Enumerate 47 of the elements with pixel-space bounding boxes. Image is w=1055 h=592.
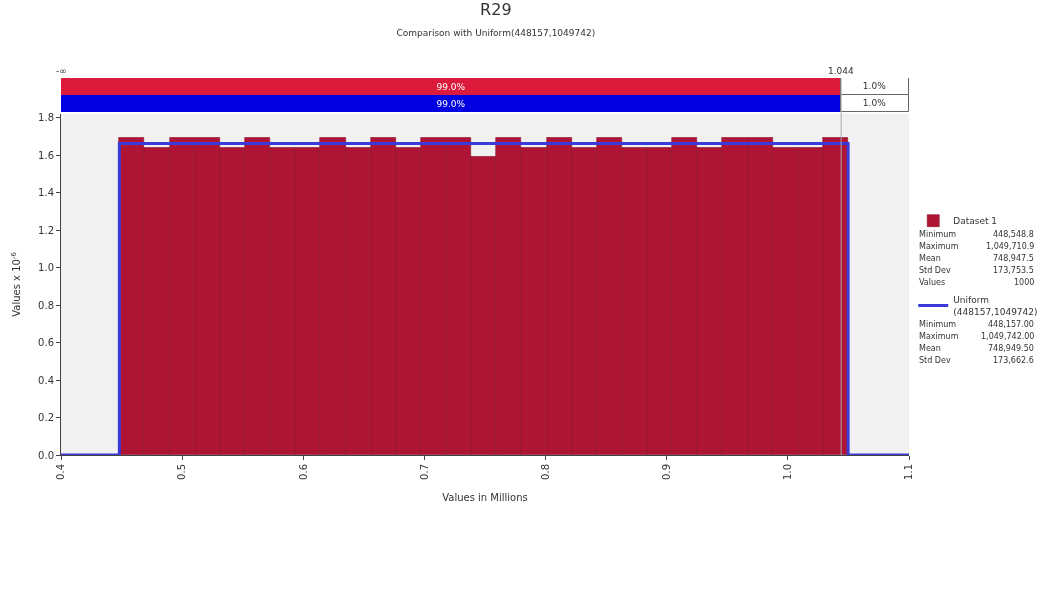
legend-label: Uniform (448157,1049742) bbox=[953, 295, 1038, 317]
y-tick-label: 0.6 bbox=[38, 337, 54, 349]
y-tick-label: 1.4 bbox=[38, 187, 54, 199]
text: -∞ bbox=[56, 66, 67, 76]
annotation: 1.0% bbox=[862, 98, 887, 108]
text: Std Dev bbox=[919, 356, 951, 365]
y-tick-label: 0.8 bbox=[38, 299, 54, 311]
text: Mean bbox=[919, 254, 941, 263]
chart-title: R29 bbox=[480, 0, 512, 19]
text: Std Dev bbox=[919, 266, 951, 275]
ref-line-label: 1.044 bbox=[828, 66, 855, 76]
text: Values bbox=[919, 278, 946, 287]
text: Minimum bbox=[919, 320, 957, 329]
text: 448,548.8 bbox=[993, 230, 1034, 239]
text: 748,949.50 bbox=[988, 344, 1034, 353]
text: 448,157.00 bbox=[988, 320, 1034, 329]
x-tick-label: 1.1 bbox=[903, 464, 915, 480]
y-tick-label: 0.2 bbox=[38, 412, 54, 424]
x-tick-label: 0.7 bbox=[418, 464, 430, 480]
y-tick-label: 0.4 bbox=[38, 374, 54, 386]
text: 1,049,710.9 bbox=[986, 242, 1035, 251]
x-tick-label: 1.0 bbox=[782, 464, 794, 480]
y-tick-label: 1.8 bbox=[38, 112, 54, 124]
y-tick-label: 1.0 bbox=[38, 262, 54, 274]
text: 748,947.5 bbox=[993, 254, 1034, 263]
y-tick-label: 1.6 bbox=[38, 149, 54, 161]
annotation: 1.0% bbox=[862, 81, 887, 91]
x-tick-label: 0.5 bbox=[176, 464, 188, 480]
text: Mean bbox=[919, 344, 941, 353]
x-tick-label: 0.4 bbox=[55, 464, 67, 480]
text: Minimum bbox=[919, 230, 957, 239]
y-tick-label: 0.0 bbox=[38, 449, 54, 461]
text: 173,662.6 bbox=[993, 356, 1034, 365]
x-tick-label: 0.6 bbox=[297, 464, 309, 480]
text: 173,753.5 bbox=[993, 266, 1034, 275]
text: 1,049,742.00 bbox=[981, 332, 1035, 341]
x-tick-label: 0.8 bbox=[539, 464, 551, 480]
chart-subtitle: Comparison with Uniform(448157,1049742) bbox=[396, 27, 596, 38]
text: Maximum bbox=[919, 332, 959, 341]
text: Maximum bbox=[919, 242, 959, 251]
y-tick-label: 1.2 bbox=[38, 224, 54, 236]
annotation: 99.0% bbox=[436, 81, 466, 92]
x-axis-title: Values in Millions bbox=[442, 492, 528, 504]
text: 1000 bbox=[1014, 278, 1035, 287]
x-tick-label: 0.9 bbox=[660, 464, 672, 480]
legend-label: Dataset 1 bbox=[953, 216, 998, 227]
annotation: 99.0% bbox=[436, 98, 466, 109]
